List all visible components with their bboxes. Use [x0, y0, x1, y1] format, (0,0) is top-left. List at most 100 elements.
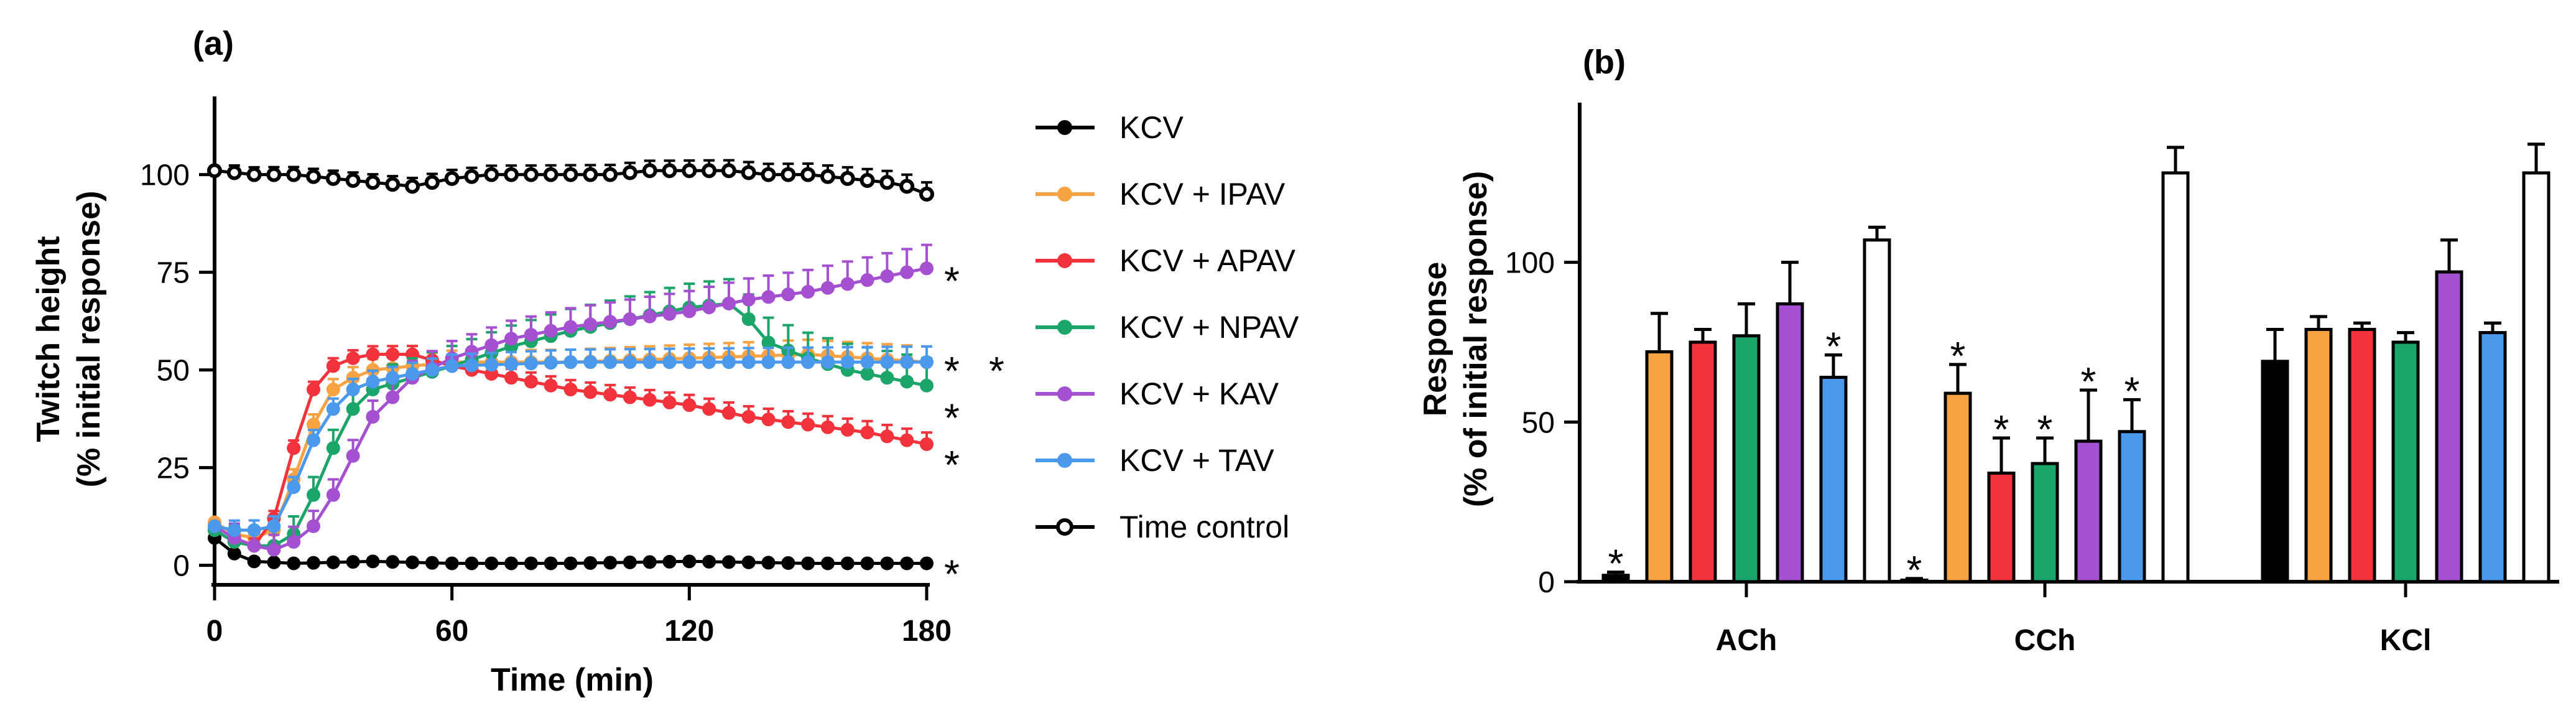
bar-kcl-kcv-apav	[2348, 321, 2376, 584]
data-point	[425, 363, 439, 377]
data-point	[761, 556, 776, 570]
data-point	[247, 539, 261, 553]
bar-kcl-kcv	[2261, 327, 2289, 584]
legend-item-kcv-tav: KCV + TAV	[1035, 443, 1274, 478]
data-point	[563, 320, 578, 334]
data-point	[346, 351, 360, 365]
data-point	[386, 347, 400, 361]
legend-item-kcv-ipav: KCV + IPAV	[1035, 177, 1286, 212]
data-point	[623, 555, 637, 569]
bar-cch-kcv-kav: *	[2074, 359, 2103, 584]
data-point	[287, 556, 301, 571]
data-point	[504, 357, 519, 371]
series-time-control	[207, 159, 934, 202]
data-point	[583, 385, 598, 399]
data-point	[286, 167, 302, 182]
data-point	[880, 371, 894, 385]
legend-marker	[1057, 320, 1072, 335]
data-point	[721, 555, 736, 569]
panel-a-label: (a)	[193, 25, 234, 62]
bar	[2478, 331, 2507, 584]
data-point	[900, 265, 914, 279]
significance-star: *	[1826, 324, 1842, 369]
data-point	[267, 555, 281, 569]
data-point	[266, 167, 282, 182]
data-point	[484, 556, 499, 571]
data-point	[307, 556, 321, 570]
data-point	[504, 371, 519, 385]
data-point	[781, 355, 795, 370]
bar	[2031, 462, 2059, 584]
data-point	[741, 355, 756, 370]
significance-star: *	[1907, 548, 1922, 592]
bar	[1645, 350, 1674, 584]
data-point	[761, 412, 776, 427]
data-point	[484, 167, 499, 182]
data-point	[544, 356, 558, 370]
data-point	[899, 179, 915, 194]
data-point	[920, 355, 934, 370]
panel-a: (a) 0 25 50 75 100 0 60 120 180 Time (min) Twitc…	[30, 25, 1299, 698]
bar	[2118, 430, 2146, 584]
bar	[2161, 171, 2190, 584]
data-point	[761, 355, 776, 370]
legend-marker	[1057, 187, 1072, 202]
data-point	[820, 169, 835, 184]
data-point	[603, 167, 618, 182]
data-point	[682, 304, 697, 319]
x-tick-label: 180	[902, 615, 952, 648]
data-point	[642, 309, 657, 324]
data-point	[544, 556, 558, 571]
data-point	[543, 167, 558, 182]
data-point	[504, 167, 519, 182]
data-point	[524, 375, 538, 389]
data-point	[800, 167, 816, 182]
data-point	[583, 556, 598, 570]
data-point	[563, 383, 578, 396]
data-point	[405, 555, 420, 569]
y-tick-label: 0	[1538, 566, 1555, 599]
data-point	[386, 371, 400, 385]
bar	[1819, 375, 1848, 584]
panel-a-ticks: 0 25 50 75 100 0 60 120 180	[140, 159, 952, 648]
data-point	[307, 433, 321, 447]
data-point	[721, 355, 736, 370]
bar	[2304, 327, 2333, 584]
panel-b-bars: * * * * * * * *	[1601, 142, 2551, 592]
data-point	[642, 393, 657, 407]
data-point	[583, 167, 598, 182]
bar	[2435, 270, 2463, 584]
data-point	[366, 375, 380, 389]
data-point	[682, 163, 697, 179]
data-point	[267, 519, 281, 533]
data-point	[583, 317, 598, 332]
y-tick-label: 100	[140, 159, 190, 192]
legend-label: KCV + KAV	[1119, 376, 1279, 411]
data-point	[226, 165, 242, 180]
legend-label: KCV + TAV	[1119, 443, 1274, 478]
data-point	[405, 366, 420, 381]
data-point	[682, 554, 697, 569]
data-point	[662, 554, 677, 569]
bar	[1776, 302, 1804, 584]
data-point	[741, 555, 756, 569]
data-point	[761, 290, 776, 304]
data-point	[860, 355, 874, 370]
data-point	[900, 375, 914, 389]
data-point	[563, 556, 578, 571]
data-point	[523, 167, 539, 182]
data-point	[385, 177, 401, 192]
data-point	[307, 488, 321, 502]
legend-item-kcv-kav: KCV + KAV	[1035, 376, 1279, 411]
data-point	[346, 402, 360, 416]
bar	[2261, 360, 2289, 584]
data-point	[524, 556, 538, 571]
data-point	[682, 398, 697, 412]
data-point	[425, 556, 439, 570]
data-point	[603, 315, 618, 329]
bar-kcl-time-control	[2522, 142, 2551, 584]
series-kcv-tav: *	[208, 345, 1004, 538]
bar	[1863, 238, 1891, 584]
data-point	[386, 555, 400, 569]
